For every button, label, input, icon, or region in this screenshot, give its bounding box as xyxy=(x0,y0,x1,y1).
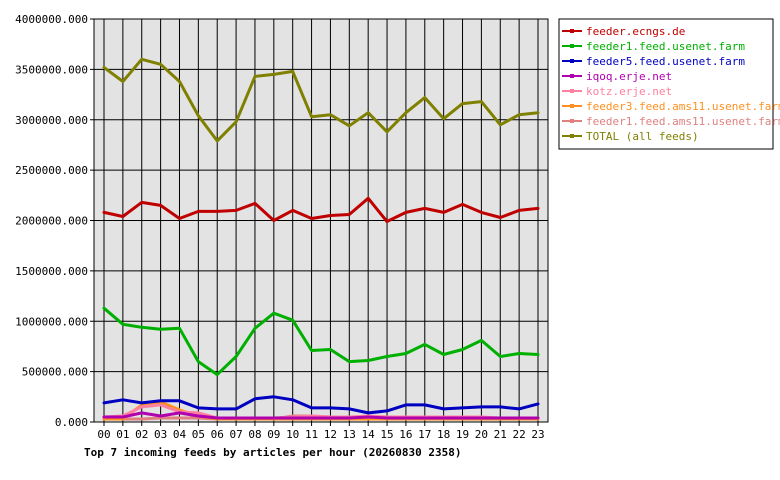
legend-marker xyxy=(570,59,574,63)
legend: feeder.ecngs.de feeder1.feed.usenet.farm f… xyxy=(558,18,780,150)
x-tick-label: 10 xyxy=(286,428,299,441)
x-tick-label: 18 xyxy=(437,428,450,441)
x-axis-ticks: 00 01 02 03 04 05 06 07 08 09 10 11 12 13 14 15 16 17 18 19… xyxy=(97,422,545,441)
x-tick-label: 13 xyxy=(343,428,356,441)
series-lines xyxy=(102,57,540,421)
x-tick-label: 09 xyxy=(267,428,280,441)
x-tick-label: 15 xyxy=(380,428,393,441)
y-tick-label: 2000000.000 xyxy=(15,215,88,228)
plot-frame xyxy=(93,18,549,423)
legend-box xyxy=(558,18,774,150)
x-tick-label: 22 xyxy=(513,428,526,441)
x-tick-label: 23 xyxy=(531,428,544,441)
x-tick-label: 07 xyxy=(229,428,242,441)
legend-marker xyxy=(570,104,574,108)
legend-marker xyxy=(570,74,574,78)
y-tick-label: 1000000.000 xyxy=(15,315,88,328)
legend-marker xyxy=(570,119,574,123)
legend-marker xyxy=(570,29,574,33)
legend-label: feeder5.feed.usenet.farm xyxy=(586,55,745,68)
x-tick-label: 06 xyxy=(211,428,224,441)
y-tick-label: 2500000.000 xyxy=(15,164,88,177)
legend-label: feeder1.feed.usenet.farm xyxy=(586,40,745,53)
legend-label: feeder3.feed.ams11.usenet.farm xyxy=(586,100,780,113)
x-tick-label: 19 xyxy=(456,428,469,441)
x-tick-label: 14 xyxy=(362,428,376,441)
legend-label: iqoq.erje.net xyxy=(586,70,672,83)
x-tick-label: 04 xyxy=(173,428,187,441)
x-tick-label: 20 xyxy=(475,428,488,441)
legend-marker xyxy=(570,134,574,138)
x-tick-label: 02 xyxy=(135,428,148,441)
legend-label: TOTAL (all feeds) xyxy=(586,130,699,143)
x-tick-label: 17 xyxy=(418,428,431,441)
y-tick-label: 4000000.000 xyxy=(15,13,88,26)
legend-marker xyxy=(570,89,574,93)
x-tick-label: 16 xyxy=(399,428,412,441)
x-tick-label: 05 xyxy=(192,428,205,441)
y-tick-label: 3000000.000 xyxy=(15,114,88,127)
y-tick-label: 1500000.000 xyxy=(15,265,88,278)
x-tick-label: 21 xyxy=(494,428,507,441)
series-line xyxy=(102,395,540,415)
x-tick-label: 01 xyxy=(116,428,129,441)
x-tick-label: 00 xyxy=(97,428,110,441)
x-tick-label: 08 xyxy=(248,428,261,441)
x-tick-label: 03 xyxy=(154,428,167,441)
y-axis-ticks: 0.000 500000.000 1000000.000 1500000.000 200… xyxy=(15,13,94,429)
legend-label: feeder.ecngs.de xyxy=(586,25,685,38)
legend-marker xyxy=(570,44,574,48)
x-tick-label: 11 xyxy=(305,428,318,441)
chart-title: Top 7 incoming feeds by articles per hou… xyxy=(84,446,462,459)
series-line xyxy=(102,196,540,223)
y-tick-label: 3500000.000 xyxy=(15,63,88,76)
legend-label: feeder1.feed.ams11.usenet.farm xyxy=(586,115,780,128)
y-tick-label: 500000.000 xyxy=(22,366,88,379)
series-line xyxy=(102,57,540,143)
x-tick-label: 12 xyxy=(324,428,337,441)
y-tick-label: 0.000 xyxy=(55,416,88,429)
series-line xyxy=(102,411,540,420)
series-line xyxy=(102,306,540,377)
legend-label: kotz.erje.net xyxy=(586,85,672,98)
